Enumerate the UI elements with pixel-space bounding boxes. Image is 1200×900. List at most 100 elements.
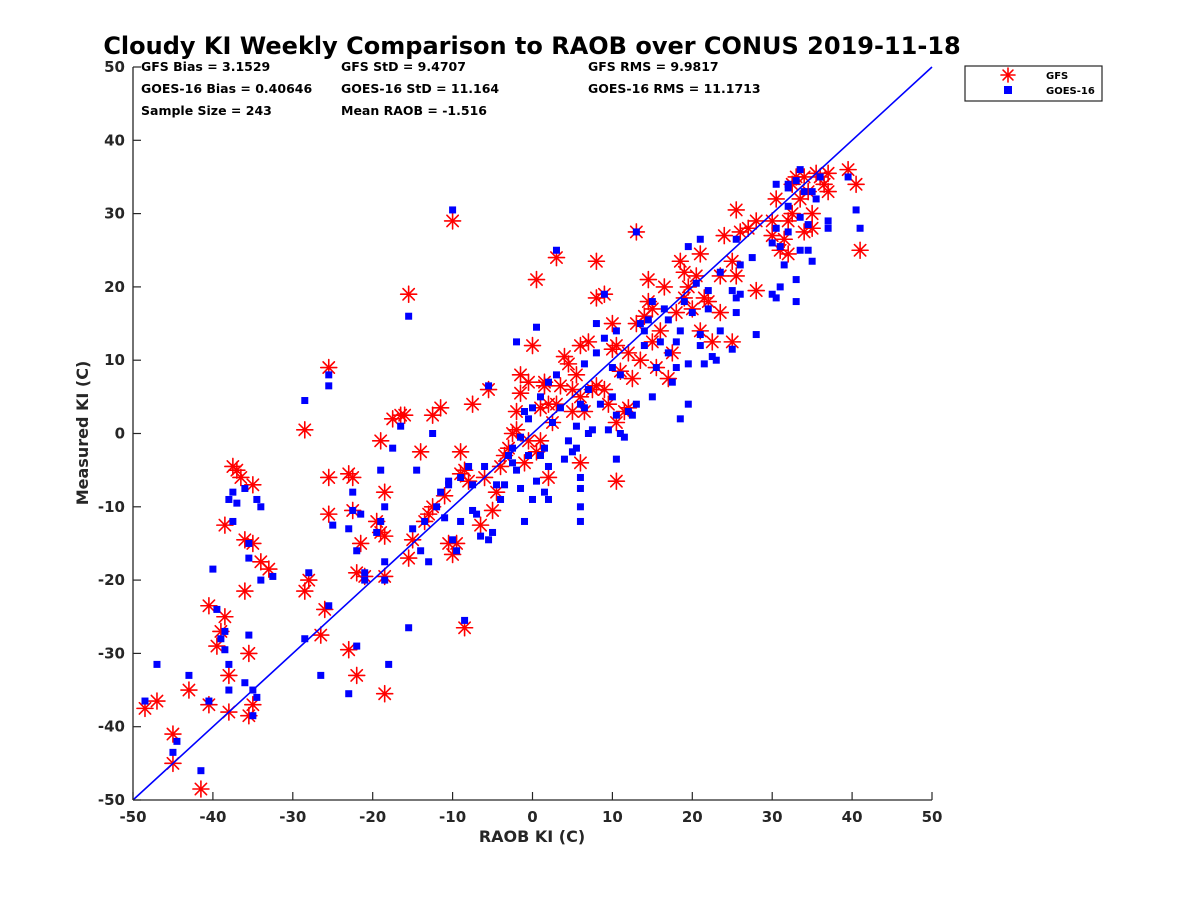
gfs-point-stroke xyxy=(302,573,316,587)
gfs-point-stroke xyxy=(342,643,356,657)
goes-16-point xyxy=(301,397,309,405)
gfs-point-stroke xyxy=(677,265,691,279)
gfs-point xyxy=(595,380,614,399)
goes-16-point xyxy=(580,360,588,368)
goes-16-point xyxy=(552,246,560,254)
gfs-point-stroke xyxy=(681,280,695,294)
gfs-point-stroke xyxy=(246,478,260,492)
gfs-point xyxy=(371,432,390,450)
gfs-point-stroke xyxy=(785,207,799,221)
legend-goes-marker xyxy=(1004,86,1012,94)
goes-16-point xyxy=(772,294,780,302)
goes-16-point xyxy=(497,495,505,503)
gfs-point xyxy=(339,640,358,659)
goes-16-point xyxy=(213,605,221,613)
gfs-point xyxy=(727,267,746,285)
goes-16-point xyxy=(644,316,652,324)
gfs-point-stroke xyxy=(573,456,587,470)
gfs-point-stroke xyxy=(202,599,216,613)
goes-16-point xyxy=(325,602,333,610)
gfs-point xyxy=(208,637,226,655)
gfs-point xyxy=(783,204,801,223)
gfs-point-stroke xyxy=(601,397,615,411)
gfs-point-stroke xyxy=(350,668,364,682)
gfs-point xyxy=(779,245,797,263)
gfs-point-stroke xyxy=(230,463,244,477)
gfs-point xyxy=(483,501,502,520)
goes-16-point xyxy=(624,408,632,416)
gfs-point-stroke xyxy=(346,471,360,484)
gfs-point-stroke xyxy=(569,368,583,382)
goes-16-point xyxy=(397,422,405,430)
legend-gfs-marker xyxy=(1000,67,1016,83)
goes-16-point xyxy=(349,488,357,496)
goes-16-point xyxy=(245,554,253,562)
goes-16-point xyxy=(361,569,369,577)
gfs-point-stroke xyxy=(238,584,252,598)
gfs-point-stroke xyxy=(406,533,420,547)
gfs-point-stroke xyxy=(685,302,699,316)
goes-16-point xyxy=(405,624,413,632)
gfs-point-stroke xyxy=(725,254,739,268)
gfs-point xyxy=(643,300,662,318)
goes-16-point xyxy=(564,437,572,445)
gfs-point-stroke xyxy=(446,214,460,228)
goes-16-point xyxy=(684,243,692,251)
gfs-point-stroke xyxy=(474,518,488,532)
gfs-point-stroke xyxy=(538,375,551,389)
gfs-point-stroke xyxy=(486,504,500,517)
gfs-point-stroke xyxy=(621,346,635,360)
gfs-point xyxy=(691,245,710,263)
goes-16-point xyxy=(221,646,229,654)
goes-16-point xyxy=(441,514,449,522)
gfs-point xyxy=(244,695,262,714)
gfs-point-stroke xyxy=(653,324,667,338)
gfs-point-stroke xyxy=(518,456,531,470)
gfs-point-stroke xyxy=(322,361,336,374)
goes-16-point xyxy=(584,386,592,394)
goes-16-point xyxy=(353,547,361,555)
goes-16-point xyxy=(457,473,465,481)
gfs-point xyxy=(571,388,590,406)
goes-16-point xyxy=(477,532,485,540)
goes-16-point xyxy=(576,503,584,511)
gfs-point-stroke xyxy=(218,518,232,532)
gfs-point-stroke xyxy=(597,383,611,396)
goes-16-point xyxy=(812,195,820,203)
gfs-point xyxy=(375,684,394,703)
goes-16-point xyxy=(217,635,225,643)
gfs-point-stroke xyxy=(322,471,336,484)
goes-16-point xyxy=(728,287,736,295)
x-tick-label: 30 xyxy=(762,808,783,826)
gfs-point-stroke xyxy=(713,269,727,283)
gfs-point xyxy=(715,226,734,245)
gfs-point xyxy=(655,278,674,296)
gfs-point xyxy=(295,582,314,600)
goes-16-point xyxy=(732,309,740,317)
gfs-point xyxy=(555,347,574,366)
y-axis-label: Measured KI (C) xyxy=(73,361,92,506)
gfs-point-stroke xyxy=(522,375,535,389)
gfs-point-stroke xyxy=(550,251,563,265)
gfs-point-stroke xyxy=(462,474,476,488)
goes-16-point xyxy=(664,349,672,357)
goes-16-point xyxy=(437,488,445,496)
goes-16-point xyxy=(457,517,465,525)
goes-16-point xyxy=(784,228,792,236)
gfs-point-stroke xyxy=(554,379,567,393)
goes-16-point xyxy=(668,378,676,386)
goes-16-point xyxy=(445,477,453,485)
goes-16-point xyxy=(676,415,684,423)
goes-16-point xyxy=(804,221,812,229)
gfs-point xyxy=(319,468,338,487)
gfs-point xyxy=(639,270,658,289)
y-tick-label: -10 xyxy=(98,498,125,516)
gfs-point xyxy=(200,596,218,615)
gfs-point xyxy=(567,366,586,384)
goes-16-point xyxy=(485,536,493,544)
gfs-point xyxy=(375,527,394,545)
goes-16-point xyxy=(792,298,800,306)
gfs-point-stroke xyxy=(150,694,164,708)
gfs-point xyxy=(631,351,650,370)
gfs-point xyxy=(463,395,482,413)
